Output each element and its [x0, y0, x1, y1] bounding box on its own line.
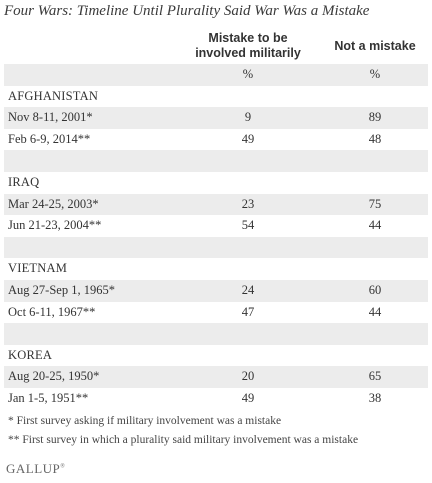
- table-row: Jan 1-5, 1951** 49 38: [4, 388, 428, 410]
- section-label: AFGHANISTAN: [8, 88, 99, 103]
- value-not-mistake: 89: [368, 110, 382, 125]
- table-row: Oct 6-11, 1967** 47 44: [4, 302, 428, 324]
- table-row: Nov 8-11, 2001* 9 89: [4, 107, 428, 129]
- section-spacer: [4, 236, 428, 259]
- value-mistake: 49: [241, 390, 255, 405]
- value-not-mistake: 38: [368, 390, 382, 405]
- value-mistake: 54: [241, 218, 255, 233]
- footnote-double-star: ** First survey in which a plurality sai…: [8, 434, 359, 446]
- gallup-logo: GALLUP®: [6, 461, 65, 477]
- registered-mark: ®: [60, 463, 66, 470]
- value-not-mistake: 65: [368, 369, 382, 384]
- section-spacer: [4, 323, 428, 345]
- section-spacer: [4, 150, 428, 172]
- section-label: IRAQ: [8, 174, 40, 189]
- row-date: Mar 24-25, 2003*: [8, 196, 99, 211]
- value-not-mistake: 60: [368, 282, 382, 297]
- row-date: Feb 6-9, 2014**: [8, 131, 91, 146]
- column-header-not-mistake: Not a mistake: [334, 39, 416, 53]
- row-date: Jun 21-23, 2004**: [8, 218, 102, 233]
- value-mistake: 9: [244, 110, 252, 125]
- value-not-mistake: 44: [368, 304, 382, 319]
- value-mistake: 24: [241, 282, 255, 297]
- column-header-mistake-line2: involved militarily: [195, 46, 301, 60]
- row-date: Nov 8-11, 2001*: [8, 110, 93, 125]
- unit-label-not-mistake: %: [369, 67, 381, 81]
- table-row: Jun 21-23, 2004** 54 44: [4, 215, 428, 237]
- row-date: Aug 20-25, 1950*: [8, 369, 100, 384]
- section-header-afghanistan: AFGHANISTAN: [4, 86, 428, 108]
- table-row: Aug 20-25, 1950* 20 65: [4, 366, 428, 388]
- gallup-logo-text: GALLUP: [6, 461, 61, 476]
- section-label: KOREA: [8, 347, 53, 362]
- column-header-mistake-line1: Mistake to be: [208, 31, 288, 45]
- value-mistake: 47: [241, 304, 255, 319]
- footnotes: * First survey asking if military involv…: [8, 412, 358, 450]
- table-row: Feb 6-9, 2014** 49 48: [4, 129, 428, 151]
- value-mistake: 20: [241, 369, 255, 384]
- unit-label-mistake: %: [242, 67, 254, 81]
- section-header-iraq: IRAQ: [4, 172, 428, 194]
- unit-row: % %: [4, 64, 428, 86]
- value-mistake: 49: [241, 131, 255, 146]
- table-row: Mar 24-25, 2003* 23 75: [4, 193, 428, 216]
- row-date: Jan 1-5, 1951**: [8, 390, 89, 405]
- value-not-mistake: 75: [368, 196, 382, 211]
- row-date: Aug 27-Sep 1, 1965*: [8, 282, 115, 297]
- section-header-vietnam: VIETNAM: [4, 258, 428, 280]
- column-header-mistake: Mistake to be involved militarily: [178, 31, 318, 61]
- row-date: Oct 6-11, 1967**: [8, 304, 96, 319]
- value-mistake: 23: [241, 196, 255, 211]
- value-not-mistake: 44: [368, 218, 382, 233]
- data-table: % % AFGHANISTAN Nov 8-11, 2001* 9 89 Feb…: [4, 64, 428, 410]
- section-label: VIETNAM: [8, 261, 68, 276]
- footnote-single-star: * First survey asking if military involv…: [8, 415, 282, 427]
- section-header-korea: KOREA: [4, 345, 428, 367]
- table-row: Aug 27-Sep 1, 1965* 24 60: [4, 279, 428, 302]
- page-title: Four Wars: Timeline Until Plurality Said…: [4, 3, 370, 19]
- value-not-mistake: 48: [368, 131, 382, 146]
